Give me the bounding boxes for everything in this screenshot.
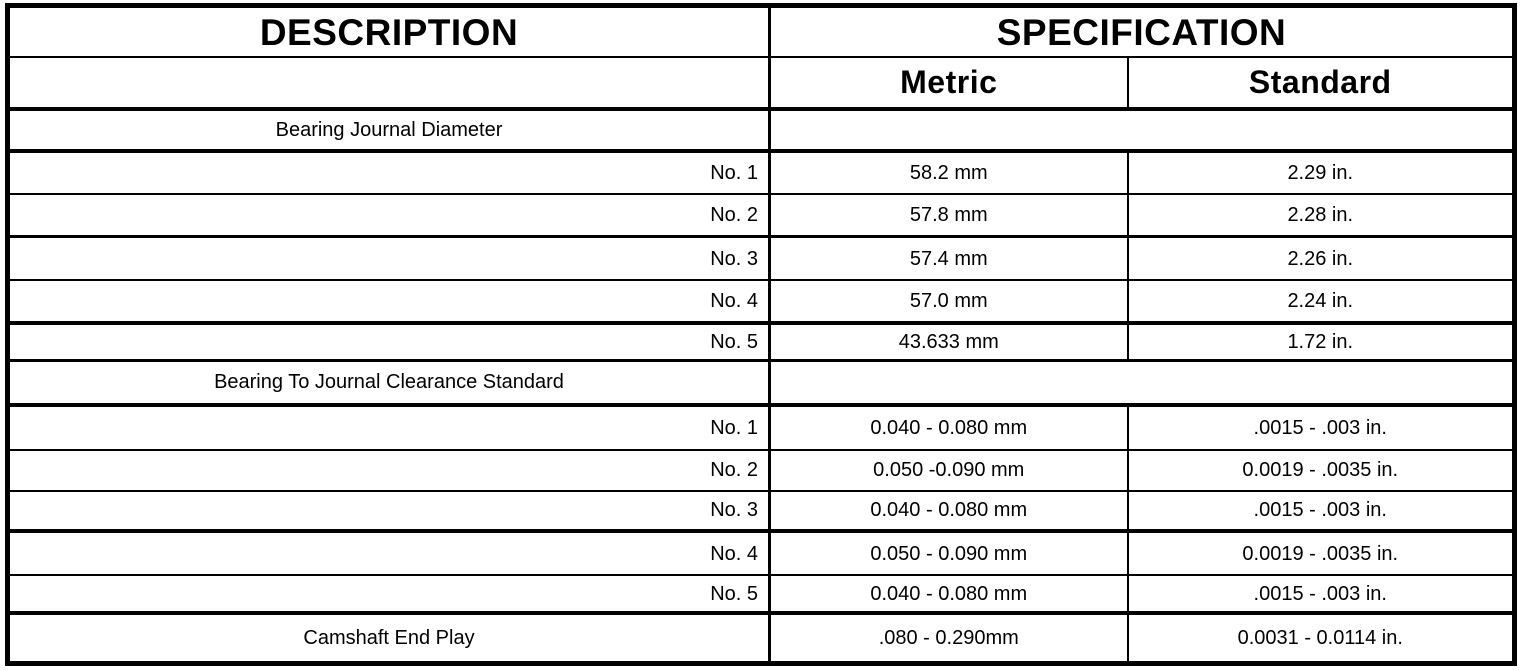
standard-value: 0.0031 - 0.0114 in. (1237, 626, 1403, 649)
standard-value: 1.72 in. (1127, 322, 1515, 362)
table-row: No. 5 0.040 - 0.080 mm .0015 - .003 in. (7, 575, 1515, 615)
table-row: No. 4 57.0 mm 2.24 in. (7, 280, 1515, 325)
section-header-row: Bearing To Journal Clearance Standard (7, 360, 1515, 407)
table-row: No. 1 58.2 mm 2.29 in. (7, 151, 1515, 196)
metric-header: Metric (769, 57, 1129, 111)
row-label: No. 5 (7, 575, 771, 615)
table-row: No. 2 0.050 -0.090 mm 0.0019 - .0035 in. (7, 450, 1515, 492)
standard-value: 2.28 in. (1127, 194, 1515, 239)
specification-header: SPECIFICATION (769, 5, 1515, 59)
metric-value: 57.0 mm (769, 280, 1129, 325)
metric-value: 0.040 - 0.080 mm (769, 575, 1129, 615)
metric-value: 0.040 - 0.080 mm (769, 490, 1129, 534)
row-label: No. 1 (7, 151, 771, 196)
row-label: No. 2 (7, 194, 771, 239)
section-spec-spacer (769, 360, 1515, 407)
table-row: No. 3 57.4 mm 2.26 in. (7, 236, 1515, 282)
metric-value: 57.8 mm (769, 194, 1129, 239)
standard-value: .0015 - .003 in. (1127, 490, 1515, 534)
header-row-main: DESCRIPTION SPECIFICATION (7, 5, 1515, 59)
section-spec-spacer (769, 108, 1515, 154)
section-title: Bearing To Journal Clearance Standard (7, 360, 771, 407)
metric-value: 58.2 mm (769, 151, 1129, 196)
table-row: No. 1 0.040 - 0.080 mm .0015 - .003 in. (7, 404, 1515, 452)
standard-value: 2.24 in. (1127, 280, 1515, 325)
row-label: No. 5 (7, 322, 771, 362)
row-label: Camshaft End Play (7, 612, 771, 664)
table-row: No. 2 57.8 mm 2.28 in. (7, 194, 1515, 239)
table-row: Camshaft End Play .080 - 0.290mm 0.0031 … (7, 612, 1515, 664)
metric-value: 0.050 -0.090 mm (769, 450, 1129, 492)
standard-value: 2.29 in. (1127, 151, 1515, 196)
row-label: No. 4 (7, 280, 771, 325)
table-row: No. 3 0.040 - 0.080 mm .0015 - .003 in. (7, 490, 1515, 534)
row-label: No. 3 (7, 236, 771, 282)
standard-value: 0.0019 - .0035 in. (1127, 450, 1515, 492)
section-header-row: Bearing Journal Diameter (7, 108, 1515, 154)
standard-value: 2.26 in. (1127, 236, 1515, 282)
metric-value: 43.633 mm (769, 322, 1129, 362)
row-label: No. 3 (7, 490, 771, 534)
row-label: No. 4 (7, 530, 771, 577)
standard-value: .0015 - .003 in. (1127, 575, 1515, 615)
metric-value: 0.050 - 0.090 mm (769, 530, 1129, 577)
metric-value: 57.4 mm (769, 236, 1129, 282)
row-label: No. 2 (7, 450, 771, 492)
metric-value: .080 - 0.290mm (769, 612, 1129, 664)
description-header-spacer (7, 57, 771, 111)
specification-table: DESCRIPTION SPECIFICATION Metric Standar… (5, 3, 1517, 666)
standard-value: 0.0019 - .0035 in. (1127, 530, 1515, 577)
row-label: No. 1 (7, 404, 771, 452)
section-title: Bearing Journal Diameter (7, 108, 771, 154)
standard-value: .0015 - .003 in. (1127, 404, 1515, 452)
table-row: No. 4 0.050 - 0.090 mm 0.0019 - .0035 in… (7, 530, 1515, 577)
table-row: No. 5 43.633 mm 1.72 in. (7, 322, 1515, 362)
header-row-units: Metric Standard (7, 57, 1515, 111)
metric-value: 0.040 - 0.080 mm (769, 404, 1129, 452)
description-header: DESCRIPTION (7, 5, 771, 59)
standard-header: Standard (1127, 57, 1515, 111)
